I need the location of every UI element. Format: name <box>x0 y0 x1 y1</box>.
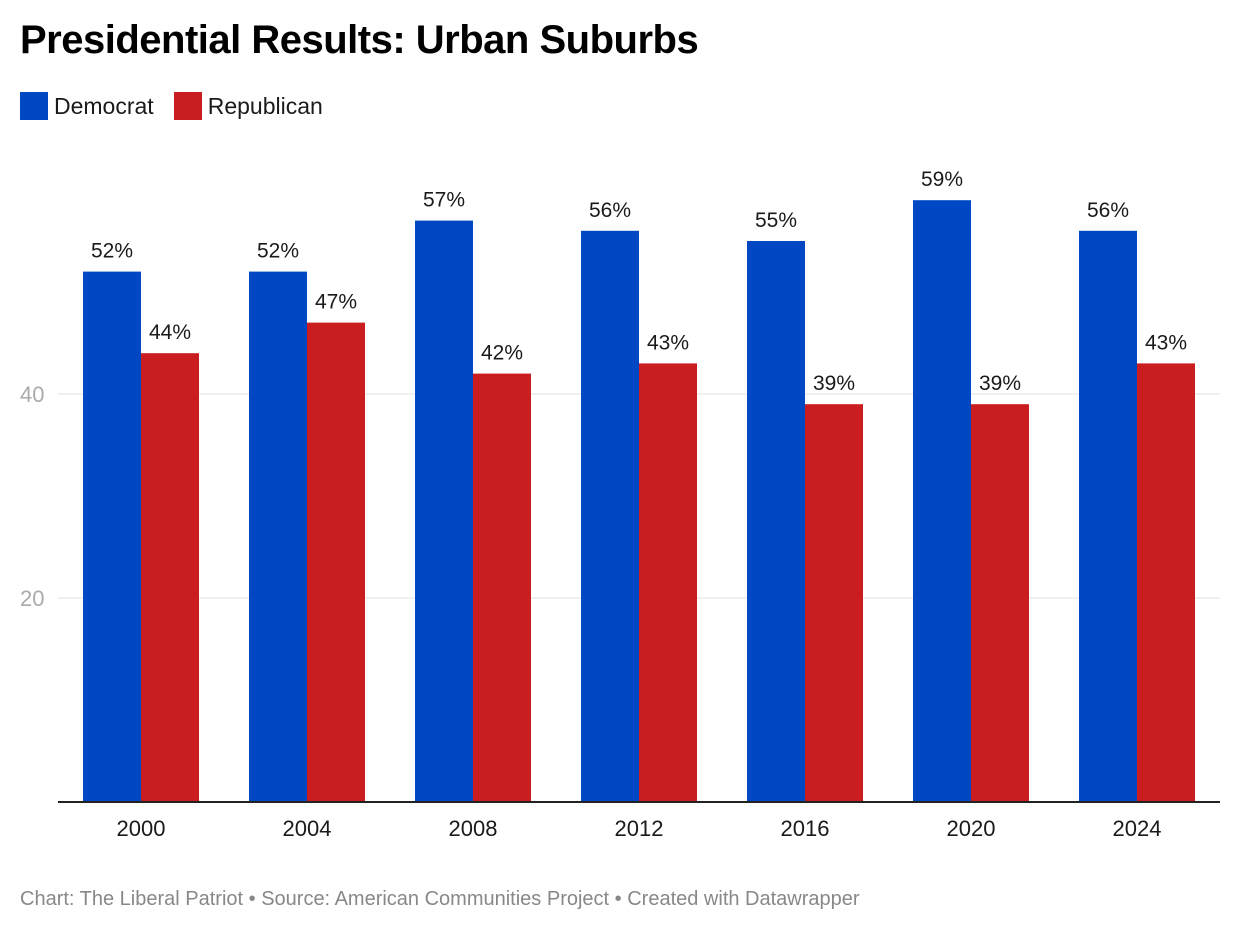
bar-republican <box>141 353 199 802</box>
x-tick-label: 2000 <box>117 816 166 841</box>
legend-swatch-republican <box>174 92 202 120</box>
data-label: 42% <box>481 342 523 365</box>
legend-label-democrat: Democrat <box>54 93 154 120</box>
bar-republican <box>805 404 863 802</box>
data-label: 56% <box>589 199 631 222</box>
bar-republican <box>971 404 1029 802</box>
bar-democrat <box>83 272 141 802</box>
data-label: 39% <box>813 372 855 395</box>
data-label: 47% <box>315 291 357 314</box>
bar-democrat <box>913 200 971 802</box>
data-label: 57% <box>423 189 465 212</box>
legend: Democrat Republican <box>20 92 343 120</box>
data-label: 55% <box>755 209 797 232</box>
bar-republican <box>1137 363 1195 802</box>
legend-item-democrat: Democrat <box>20 92 154 120</box>
chart-title: Presidential Results: Urban Suburbs <box>20 18 698 63</box>
y-tick-label: 40 <box>20 382 44 407</box>
bar-republican <box>473 374 531 802</box>
legend-label-republican: Republican <box>208 93 323 120</box>
bar-chart: 20 40 52% 44% 2000 52% 47% 2004 57% 42% 2008 56% 43%… <box>0 140 1240 860</box>
data-label: 43% <box>647 331 689 354</box>
data-label: 52% <box>91 240 133 263</box>
data-label: 44% <box>149 321 191 344</box>
x-tick-label: 2012 <box>615 816 664 841</box>
data-label: 56% <box>1087 199 1129 222</box>
bar-democrat <box>581 231 639 802</box>
data-label: 43% <box>1145 331 1187 354</box>
bar-democrat <box>415 221 473 802</box>
legend-swatch-democrat <box>20 92 48 120</box>
bar-democrat <box>1079 231 1137 802</box>
chart-footer: Chart: The Liberal Patriot • Source: Ame… <box>20 888 860 911</box>
bar-democrat <box>249 272 307 802</box>
bar-republican <box>639 363 697 802</box>
x-tick-label: 2024 <box>1113 816 1162 841</box>
x-tick-label: 2016 <box>781 816 830 841</box>
bar-democrat <box>747 241 805 802</box>
x-tick-label: 2020 <box>947 816 996 841</box>
bar-republican <box>307 323 365 802</box>
x-tick-label: 2008 <box>449 816 498 841</box>
data-label: 39% <box>979 372 1021 395</box>
data-label: 59% <box>921 168 963 191</box>
data-label: 52% <box>257 240 299 263</box>
y-tick-label: 20 <box>20 586 44 611</box>
legend-item-republican: Republican <box>174 92 323 120</box>
x-tick-label: 2004 <box>283 816 332 841</box>
